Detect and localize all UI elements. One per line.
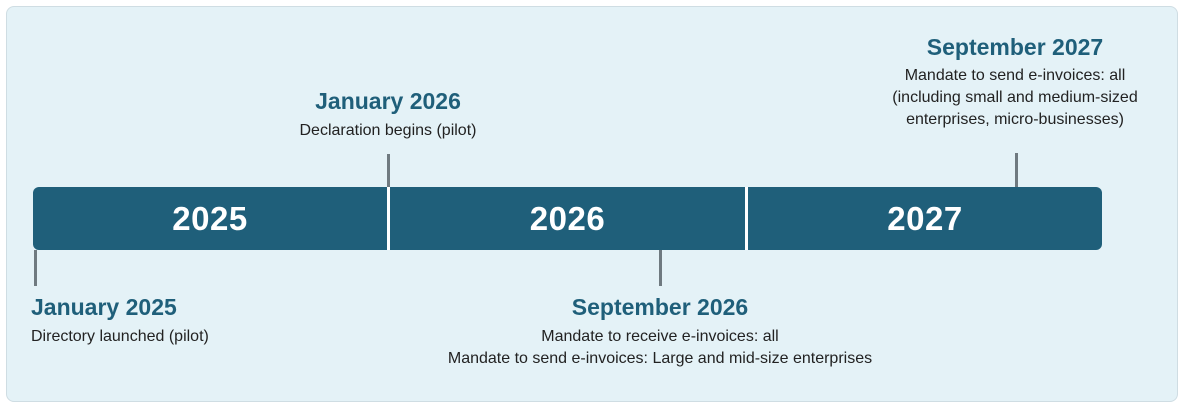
tick-january-2025: [34, 250, 37, 286]
event-date: September 2026: [571, 294, 749, 320]
event-description-line: Mandate to receive e-invoices: all: [541, 328, 779, 345]
tick-september-2027: [1015, 153, 1018, 187]
event-description-line: enterprises, micro-businesses): [906, 111, 1124, 128]
year-segment-2027: 2027: [887, 199, 963, 237]
event-january-2025: January 2025 Directory launched (pilot): [31, 293, 209, 348]
event-september-2027: September 2027 Mandate to send e-invoice…: [855, 33, 1175, 131]
event-january-2026: January 2026 Declaration begins (pilot): [258, 87, 518, 142]
event-september-2026: September 2026 Mandate to receive e-invo…: [380, 293, 940, 370]
event-description-line: (including small and medium-sized: [892, 89, 1138, 106]
event-date: September 2027: [926, 34, 1104, 60]
event-description-line: Mandate to send e-invoices: all: [904, 67, 1126, 84]
event-date: January 2025: [31, 294, 177, 320]
year-divider: [387, 187, 390, 250]
year-segment-2026: 2026: [529, 199, 606, 237]
tick-january-2026: [387, 154, 390, 187]
tick-september-2026: [659, 250, 662, 286]
year-divider: [745, 187, 748, 250]
year-segment-2025: 2025: [172, 199, 248, 237]
event-date: January 2026: [315, 88, 461, 114]
event-description-line: Mandate to send e-invoices: Large and mi…: [447, 350, 873, 367]
event-description: Directory launched (pilot): [31, 328, 209, 345]
year-bar: 2025 2026 2027: [33, 187, 1102, 250]
event-description: Declaration begins (pilot): [299, 122, 477, 139]
